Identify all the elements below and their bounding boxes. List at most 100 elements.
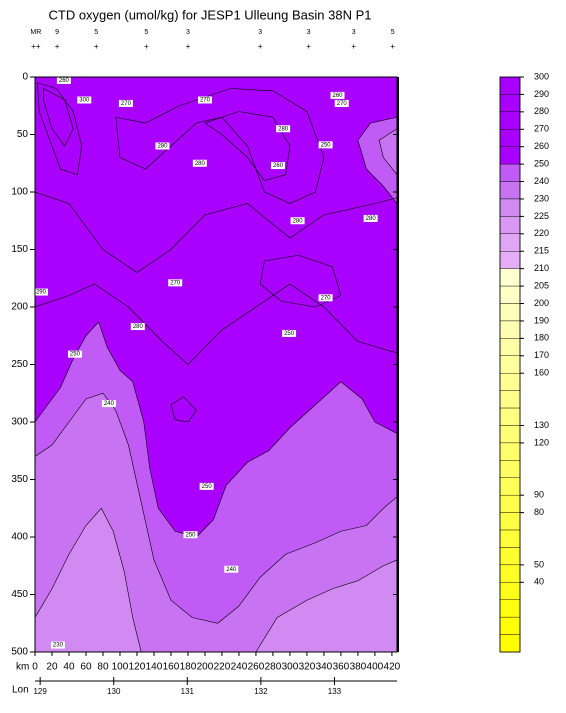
colorbar-band — [499, 338, 521, 356]
station-marker: + — [186, 42, 191, 51]
contour-label: 260 — [273, 163, 284, 169]
colorbar-band — [499, 477, 521, 496]
y-tick-label: 450 — [11, 589, 28, 600]
contour-label-bg — [168, 279, 183, 287]
colorbar-band — [499, 582, 521, 600]
colorbar-tick-label: 190 — [534, 315, 549, 325]
contour-label: 240 — [226, 567, 237, 573]
x-tick-label: 80 — [97, 662, 109, 673]
y-tick-label: 250 — [11, 359, 28, 370]
contour-label-bg — [318, 294, 333, 302]
station-marker: ++ — [31, 42, 41, 51]
x-tick-label: 20 — [46, 662, 58, 673]
x-tick-label: 0 — [32, 662, 38, 673]
chart-title: CTD oxygen (umol/kg) for JESP1 Ulleung B… — [49, 7, 372, 22]
contour-label-bg — [276, 125, 291, 133]
colorbar-band — [499, 216, 521, 235]
colorbar-tick-label: 210 — [534, 263, 549, 273]
contour-label-bg — [318, 141, 333, 149]
colorbar-band — [499, 146, 521, 165]
colorbar-band — [499, 564, 521, 583]
colorbar-tick-label: 290 — [534, 89, 549, 99]
contour-region — [255, 559, 397, 652]
colorbar-tick-label: 220 — [534, 228, 549, 238]
contour-label: 250 — [284, 331, 295, 337]
station-marker: + — [351, 42, 356, 51]
contour-label-bg — [101, 400, 116, 408]
colorbar-band — [499, 94, 521, 113]
colorbar-tick-label: 180 — [534, 333, 549, 343]
colorbar-band — [499, 129, 521, 147]
x-tick-label: 420 — [384, 662, 401, 673]
y-tick-label: 500 — [11, 647, 28, 658]
colorbar-tick-label: 230 — [534, 193, 549, 203]
colorbar-tick-label: 40 — [534, 577, 544, 587]
contour-label-bg — [183, 531, 198, 539]
colorbar-band — [499, 233, 521, 252]
colorbar-tick-label: 225 — [534, 211, 549, 221]
x-tick-label: 220 — [214, 662, 231, 673]
contour-line — [35, 191, 397, 273]
contour-label: 270 — [321, 295, 332, 301]
colorbar-band — [499, 425, 521, 444]
station-label: 5 — [94, 29, 98, 36]
contour-label: 270 — [170, 280, 181, 286]
colorbar-tick-label: 280 — [534, 106, 549, 116]
x-tick-label: 60 — [80, 662, 92, 673]
colorbar-band — [499, 407, 521, 426]
station-label: 3 — [186, 29, 190, 36]
contour-label: 280 — [157, 144, 168, 150]
x-tick-label: 180 — [180, 662, 197, 673]
colorbar-band — [499, 529, 521, 548]
station-marker: + — [55, 42, 60, 51]
contour-label: 270 — [121, 101, 132, 107]
contour-region — [35, 507, 142, 652]
colorbar-tick-label: 130 — [534, 420, 549, 430]
x-tick-label: 160 — [163, 662, 180, 673]
lon-tick-label: 129 — [33, 687, 47, 696]
contour-label: 260 — [59, 78, 70, 84]
station-label: 3 — [352, 29, 356, 36]
colorbar-band — [499, 181, 521, 200]
colorbar-tick-label: 240 — [534, 176, 549, 186]
contour-label-bg — [192, 159, 207, 167]
station-label: 3 — [307, 29, 311, 36]
station-marker: + — [258, 42, 263, 51]
x-tick-label: 400 — [367, 662, 384, 673]
contour-label-bg — [271, 162, 286, 170]
contour-label: 250 — [202, 484, 213, 490]
colorbar-band — [499, 599, 521, 618]
x-tick-label: 300 — [282, 662, 299, 673]
contour-label: 250 — [70, 352, 81, 358]
contour-label: 280 — [133, 324, 144, 330]
contour-label-bg — [35, 288, 48, 296]
colorbar-band — [499, 634, 521, 653]
colorbar-tick-label: 200 — [534, 298, 549, 308]
contour-label-bg — [197, 96, 212, 104]
contour-label-bg — [130, 323, 145, 331]
colorbar-tick-label: 120 — [534, 437, 549, 447]
colorbar-band — [499, 442, 521, 461]
colorbar-band — [499, 547, 521, 566]
contour-label-bg — [67, 350, 82, 358]
contour-label-bg — [118, 99, 133, 107]
station-marker: + — [144, 42, 149, 51]
y-tick-label: 200 — [11, 302, 28, 313]
contour-label: 260 — [333, 93, 344, 99]
station-marker: + — [390, 42, 395, 51]
colorbar-band — [499, 512, 521, 531]
field: 260 300 270 270 280 260 270 250 280 280 260 280 280 2… — [35, 77, 397, 652]
colorbar-band — [499, 303, 521, 322]
colorbar-band — [499, 460, 521, 478]
contour-line — [115, 88, 325, 204]
colorbar-tick-label: 90 — [534, 490, 544, 500]
colorbar-tick-label: 215 — [534, 246, 549, 256]
contour-label: 270 — [337, 101, 348, 107]
lon-axis-label: Lon — [12, 685, 29, 696]
station-marker: + — [94, 42, 99, 51]
contour-label-bg — [155, 142, 170, 150]
x-axis-label: km — [16, 662, 29, 673]
contour-label-bg — [330, 91, 345, 99]
contour-line — [204, 111, 291, 181]
